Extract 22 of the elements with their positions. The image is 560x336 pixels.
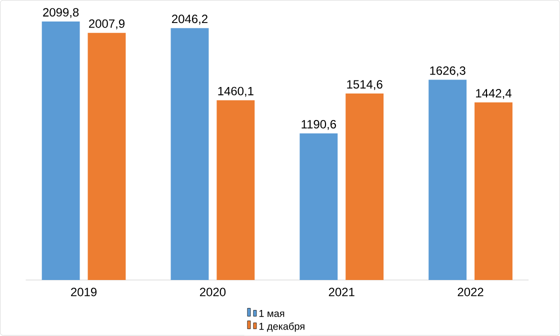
bar xyxy=(42,22,80,280)
bar xyxy=(170,28,209,280)
data-label: 1190,6 xyxy=(302,120,336,130)
bar xyxy=(300,134,338,280)
x-tick-label: 2022 xyxy=(458,288,484,296)
legend-label: 1 декабря xyxy=(259,322,304,332)
bar xyxy=(88,33,126,280)
data-label: 2099,8 xyxy=(43,8,79,18)
x-tick-label: 2019 xyxy=(71,288,97,296)
data-label: 1460,1 xyxy=(218,87,254,97)
legend-label: 1 мая xyxy=(259,310,284,318)
x-tick-label: 2020 xyxy=(200,288,226,296)
bar xyxy=(428,80,467,280)
bar xyxy=(346,94,384,280)
data-label: 2007,9 xyxy=(89,20,124,30)
data-label: 1626,3 xyxy=(430,66,466,76)
data-label: 2046,2 xyxy=(172,14,208,25)
x-tick-label: 2021 xyxy=(328,288,354,296)
data-label: 1442,4 xyxy=(476,89,512,100)
bar xyxy=(216,100,255,280)
data-label: 1514,6 xyxy=(347,80,382,90)
bar xyxy=(474,102,512,280)
